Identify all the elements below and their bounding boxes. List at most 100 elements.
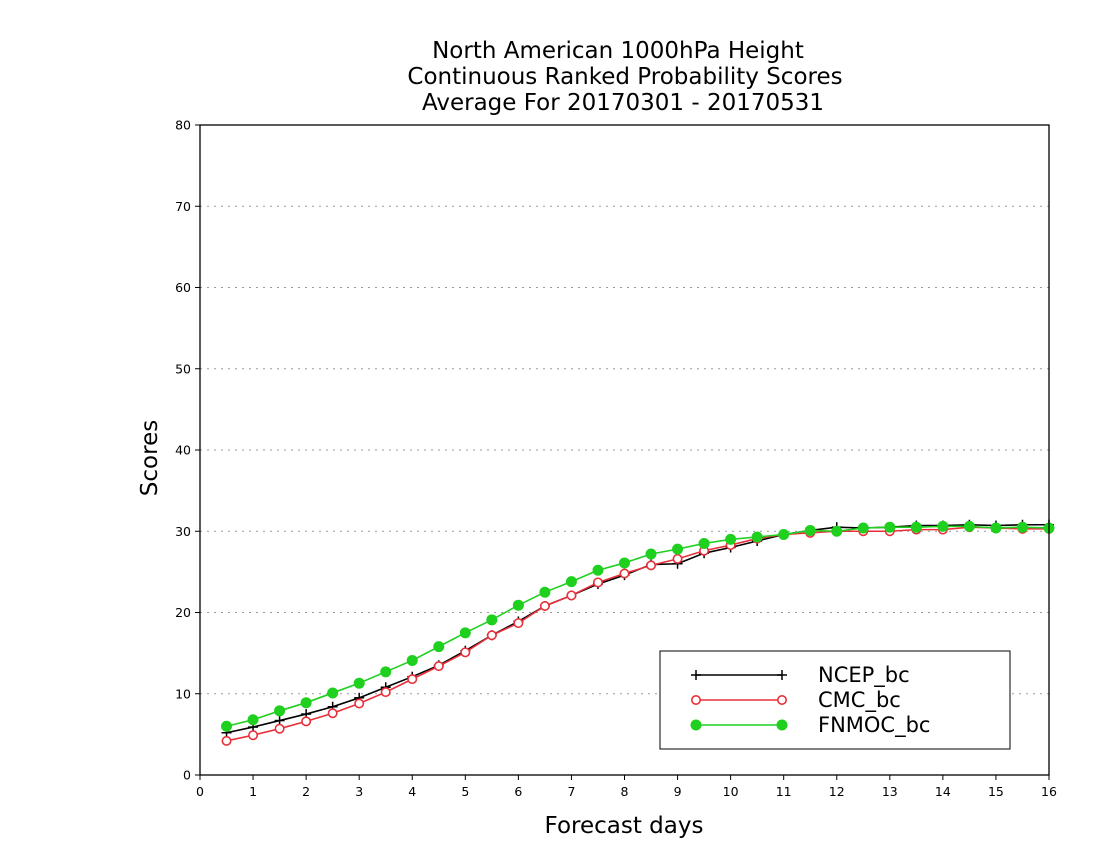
x-axis: 0 1 2 3 4 5 6 7 8 9 10 11 12 13 14 15 16 (196, 775, 1057, 799)
y-tick-label: 40 (175, 443, 191, 458)
title-line-1: North American 1000hPa Height (432, 38, 804, 64)
grid-lines (200, 205, 1049, 695)
plot-frame (199, 124, 1050, 776)
legend-marker (776, 694, 787, 705)
data-point-cmc-bc (566, 590, 577, 601)
title-line-2: Continuous Ranked Probability Scores (407, 64, 842, 90)
data-point-fnmoc-bc (990, 522, 1002, 534)
title-line-3: Average For 20170301 - 20170531 (422, 90, 824, 116)
x-axis-label: Forecast days (545, 813, 704, 839)
data-point-fnmoc-bc (698, 537, 710, 549)
data-point-fnmoc-bc (433, 641, 445, 653)
legend-item-fnmoc-bc: FNMOC_bc (690, 713, 930, 738)
data-point-fnmoc-bc (300, 697, 312, 709)
data-point-cmc-bc (513, 618, 524, 629)
data-point-cmc-bc (301, 716, 312, 727)
data-point-cmc-bc (539, 600, 550, 611)
data-point-fnmoc-bc (910, 521, 922, 533)
data-point-fnmoc-bc (645, 548, 657, 560)
data-point-fnmoc-bc (486, 614, 498, 626)
x-tick-label: 0 (196, 784, 204, 799)
data-point-fnmoc-bc (937, 520, 949, 532)
x-tick-label: 12 (829, 784, 845, 799)
y-axis-label: Scores (137, 420, 163, 496)
x-tick-label: 14 (935, 784, 951, 799)
data-point-fnmoc-bc (221, 720, 233, 732)
y-tick-label: 50 (175, 361, 191, 376)
data-point-cmc-bc (619, 568, 630, 579)
x-tick-label: 16 (1041, 784, 1057, 799)
legend-label: NCEP_bc (818, 663, 910, 688)
data-point-fnmoc-bc (565, 576, 577, 588)
x-tick-label: 4 (408, 784, 416, 799)
data-point-cmc-bc (646, 560, 657, 571)
data-point-fnmoc-bc (592, 564, 604, 576)
data-point-fnmoc-bc (619, 557, 630, 569)
x-tick-label: 3 (355, 784, 363, 799)
legend-marker (690, 694, 701, 705)
data-point-fnmoc-bc (751, 531, 763, 543)
y-axis: 0 10 20 30 40 50 60 70 80 (175, 118, 200, 783)
data-point-cmc-bc (354, 698, 365, 709)
data-point-cmc-bc (407, 674, 418, 685)
data-point-fnmoc-bc (725, 533, 737, 545)
data-point-fnmoc-bc (274, 705, 286, 717)
data-point-cmc-bc (433, 661, 444, 672)
data-point-fnmoc-bc (353, 677, 365, 689)
legend-marker (776, 719, 788, 731)
data-point-cmc-bc (248, 730, 259, 741)
x-tick-label: 7 (567, 784, 575, 799)
series-layer (221, 519, 1055, 746)
x-tick-label: 5 (461, 784, 469, 799)
data-point-cmc-bc (327, 708, 338, 719)
data-point-fnmoc-bc (1016, 521, 1028, 533)
data-point-cmc-bc (221, 735, 232, 746)
data-point-cmc-bc (486, 630, 497, 641)
data-point-fnmoc-bc (406, 654, 418, 666)
data-point-cmc-bc (274, 723, 285, 734)
data-point-fnmoc-bc (831, 525, 843, 537)
y-tick-label: 80 (175, 118, 191, 133)
chart-title: North American 1000hPa Height Continuous… (407, 38, 842, 116)
data-point-fnmoc-bc (247, 714, 259, 726)
data-point-fnmoc-bc (672, 543, 684, 555)
data-point-fnmoc-bc (327, 687, 339, 699)
data-point-fnmoc-bc (380, 666, 392, 678)
data-point-fnmoc-bc (778, 529, 790, 540)
y-tick-label: 0 (183, 768, 191, 783)
series-fnmoc-bc (221, 520, 1055, 732)
x-tick-label: 6 (514, 784, 522, 799)
data-point-fnmoc-bc (884, 521, 896, 533)
legend-marker (777, 670, 787, 680)
legend-label: FNMOC_bc (818, 713, 930, 738)
x-tick-label: 11 (776, 784, 792, 799)
data-point-fnmoc-bc (512, 599, 524, 611)
data-point-fnmoc-bc (857, 522, 869, 534)
data-point-cmc-bc (672, 553, 683, 564)
data-point-fnmoc-bc (804, 524, 816, 536)
x-tick-label: 13 (882, 784, 898, 799)
y-tick-label: 60 (175, 280, 191, 295)
y-tick-label: 20 (175, 605, 191, 620)
x-tick-label: 2 (302, 784, 310, 799)
x-tick-label: 1 (249, 784, 257, 799)
x-tick-label: 9 (674, 784, 682, 799)
y-tick-label: 70 (175, 199, 191, 214)
data-point-fnmoc-bc (963, 520, 975, 532)
legend-marker (690, 719, 702, 731)
x-tick-label: 15 (988, 784, 1004, 799)
legend-marker (691, 670, 701, 680)
legend-item-cmc-bc: CMC_bc (690, 688, 901, 713)
x-tick-label: 10 (723, 784, 739, 799)
data-point-fnmoc-bc (459, 627, 471, 639)
data-point-cmc-bc (460, 647, 471, 658)
y-tick-label: 30 (175, 524, 191, 539)
y-tick-label: 10 (175, 686, 191, 701)
legend-item-ncep-bc: NCEP_bc (691, 663, 910, 688)
data-point-fnmoc-bc (539, 586, 551, 598)
data-point-cmc-bc (592, 577, 603, 588)
x-tick-label: 8 (621, 784, 629, 799)
data-point-cmc-bc (380, 687, 391, 698)
